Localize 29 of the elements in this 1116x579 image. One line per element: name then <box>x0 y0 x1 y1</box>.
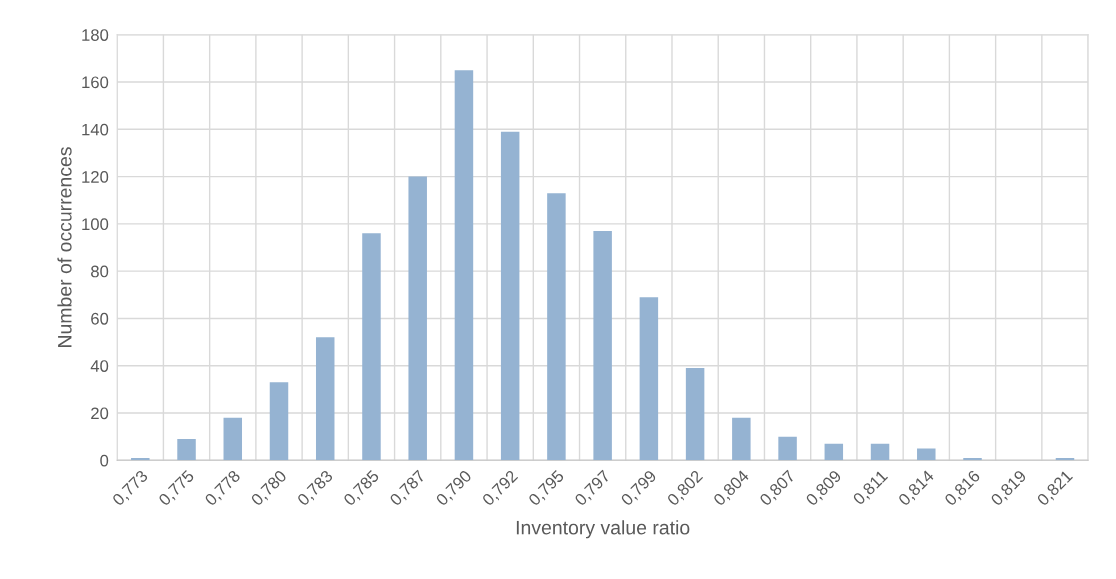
y-tick-label: 100 <box>82 218 109 231</box>
bar <box>778 436 797 461</box>
y-tick-label: 180 <box>82 29 109 41</box>
bar <box>732 417 751 461</box>
bar <box>269 382 289 461</box>
bar <box>362 233 381 461</box>
bar <box>685 368 705 461</box>
y-axis-title: Number of occurrences <box>57 147 72 347</box>
y-tick-label: 80 <box>91 265 109 278</box>
bar <box>547 193 566 461</box>
y-tick-label: 140 <box>82 123 109 136</box>
y-tick-label: 20 <box>91 407 109 420</box>
y-tick-label: 40 <box>90 360 109 372</box>
bar <box>223 417 243 461</box>
bar <box>593 230 612 461</box>
y-tick-label: 60 <box>91 312 109 325</box>
bar <box>177 439 196 461</box>
bar <box>870 443 890 461</box>
bar <box>824 443 844 461</box>
bar <box>408 176 427 461</box>
y-tick-label: 0 <box>100 454 109 467</box>
bar <box>500 131 520 461</box>
y-tick-label: 120 <box>82 171 109 183</box>
y-tick-label: 160 <box>82 76 109 89</box>
bar <box>917 448 936 461</box>
x-axis-title: Inventory value ratio <box>516 520 690 539</box>
bar <box>454 70 474 461</box>
bar <box>315 337 335 461</box>
bar <box>639 297 659 461</box>
